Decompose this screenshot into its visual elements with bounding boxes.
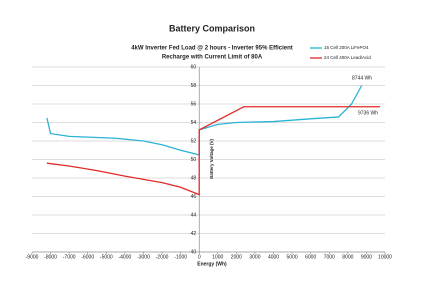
annotation: 8744 Wh bbox=[352, 75, 372, 81]
chart-subtitle: Recharge with Current Limit of 80A bbox=[162, 55, 263, 61]
annotation: 9736 Wh bbox=[358, 110, 378, 116]
x-tick-label: -8000 bbox=[44, 254, 57, 260]
y-tick-label: 58 bbox=[191, 83, 197, 89]
x-tick-label: 6000 bbox=[305, 254, 316, 260]
series-line bbox=[46, 106, 381, 196]
x-axis-title: Energy (Wh) bbox=[197, 261, 227, 267]
x-tick-label: 3000 bbox=[249, 254, 260, 260]
y-axis-title: Battery Voltage (V) bbox=[209, 139, 214, 179]
y-tick-label: 50 bbox=[191, 157, 197, 163]
y-tick-label: 56 bbox=[191, 101, 197, 107]
y-tick-label: 42 bbox=[191, 231, 197, 237]
x-tick-label: -1000 bbox=[174, 254, 187, 260]
x-tick-label: -3000 bbox=[137, 254, 150, 260]
x-tick-label: 5000 bbox=[287, 254, 298, 260]
x-tick-label: -6000 bbox=[81, 254, 94, 260]
chart-title: Battery Comparison bbox=[169, 23, 255, 33]
x-tick-label: 8000 bbox=[342, 254, 353, 260]
x-tick-label: 7000 bbox=[324, 254, 335, 260]
y-tick-label: 48 bbox=[191, 175, 197, 181]
x-tick-label: 4000 bbox=[268, 254, 279, 260]
x-tick-label: 10000 bbox=[378, 254, 392, 260]
y-tick-label: 60 bbox=[191, 64, 197, 70]
y-tick-label: 44 bbox=[191, 212, 197, 218]
y-tick-label: 52 bbox=[191, 138, 197, 144]
x-tick-label: 2000 bbox=[231, 254, 242, 260]
legend-label: 16 Cell 200A LiFePO4 bbox=[324, 45, 369, 50]
x-tick-label: -7000 bbox=[63, 254, 76, 260]
x-tick-label: 0 bbox=[198, 254, 201, 260]
y-tick-label: 46 bbox=[191, 194, 197, 200]
x-tick-label: -5000 bbox=[100, 254, 113, 260]
chart-subtitle: 4kW Inverter Fed Load @ 2 hours - Invert… bbox=[131, 46, 293, 52]
x-tick-label: -9000 bbox=[26, 254, 39, 260]
x-tick-label: 9000 bbox=[361, 254, 372, 260]
legend-label: 24 Cell 400A Lead/Acid bbox=[324, 55, 371, 60]
x-tick-label: -2000 bbox=[156, 254, 169, 260]
x-tick-label: 1000 bbox=[212, 254, 223, 260]
y-tick-label: 40 bbox=[191, 249, 197, 255]
x-tick-label: -4000 bbox=[118, 254, 131, 260]
y-tick-label: 54 bbox=[191, 120, 197, 126]
